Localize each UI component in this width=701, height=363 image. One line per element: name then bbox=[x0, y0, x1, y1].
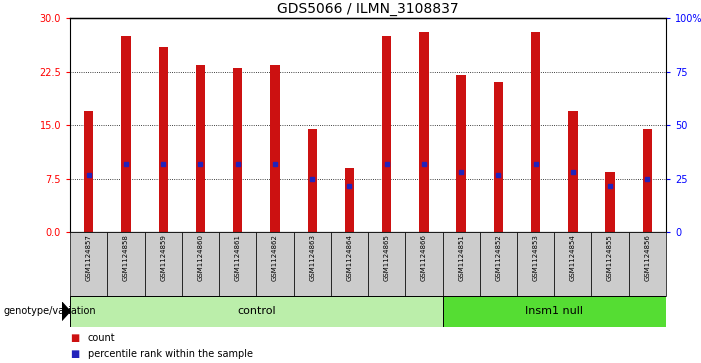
Bar bbox=[271, 65, 280, 232]
FancyBboxPatch shape bbox=[144, 232, 182, 296]
FancyBboxPatch shape bbox=[294, 232, 331, 296]
Bar bbox=[643, 129, 652, 232]
Text: genotype/variation: genotype/variation bbox=[4, 306, 96, 316]
Text: control: control bbox=[237, 306, 275, 316]
Bar bbox=[382, 36, 391, 232]
FancyBboxPatch shape bbox=[517, 232, 554, 296]
FancyBboxPatch shape bbox=[554, 232, 592, 296]
FancyBboxPatch shape bbox=[368, 232, 405, 296]
FancyBboxPatch shape bbox=[70, 232, 107, 296]
FancyBboxPatch shape bbox=[442, 232, 479, 296]
FancyBboxPatch shape bbox=[182, 232, 219, 296]
Text: percentile rank within the sample: percentile rank within the sample bbox=[88, 349, 252, 359]
Text: GSM1124863: GSM1124863 bbox=[309, 234, 315, 281]
Text: ■: ■ bbox=[70, 349, 79, 359]
FancyBboxPatch shape bbox=[405, 232, 442, 296]
Text: GSM1124865: GSM1124865 bbox=[383, 234, 390, 281]
Text: GSM1124861: GSM1124861 bbox=[235, 234, 240, 281]
Bar bbox=[606, 172, 615, 232]
Text: Insm1 null: Insm1 null bbox=[525, 306, 583, 316]
Bar bbox=[84, 111, 93, 232]
Text: GSM1124862: GSM1124862 bbox=[272, 234, 278, 281]
Text: GSM1124866: GSM1124866 bbox=[421, 234, 427, 281]
Text: GSM1124858: GSM1124858 bbox=[123, 234, 129, 281]
Text: GSM1124854: GSM1124854 bbox=[570, 234, 576, 281]
Bar bbox=[531, 32, 540, 232]
Bar bbox=[308, 129, 317, 232]
Text: count: count bbox=[88, 333, 115, 343]
Bar bbox=[419, 32, 428, 232]
FancyBboxPatch shape bbox=[219, 232, 257, 296]
Text: GSM1124853: GSM1124853 bbox=[533, 234, 538, 281]
Bar bbox=[345, 168, 354, 232]
FancyBboxPatch shape bbox=[70, 296, 442, 327]
Text: GSM1124852: GSM1124852 bbox=[496, 234, 501, 281]
Text: GSM1124864: GSM1124864 bbox=[346, 234, 353, 281]
Text: GSM1124851: GSM1124851 bbox=[458, 234, 464, 281]
Text: GSM1124860: GSM1124860 bbox=[198, 234, 203, 281]
Text: GSM1124859: GSM1124859 bbox=[161, 234, 166, 281]
Bar bbox=[569, 111, 578, 232]
FancyBboxPatch shape bbox=[479, 232, 517, 296]
Bar bbox=[121, 36, 130, 232]
Bar bbox=[456, 75, 465, 232]
Bar bbox=[494, 82, 503, 232]
Text: GSM1124855: GSM1124855 bbox=[607, 234, 613, 281]
FancyBboxPatch shape bbox=[629, 232, 666, 296]
Bar bbox=[196, 65, 205, 232]
Text: GSM1124856: GSM1124856 bbox=[644, 234, 651, 281]
FancyBboxPatch shape bbox=[442, 296, 666, 327]
Bar bbox=[233, 68, 243, 232]
FancyBboxPatch shape bbox=[592, 232, 629, 296]
Text: ■: ■ bbox=[70, 333, 79, 343]
Polygon shape bbox=[62, 302, 70, 321]
FancyBboxPatch shape bbox=[107, 232, 144, 296]
Text: GSM1124857: GSM1124857 bbox=[86, 234, 92, 281]
Bar bbox=[158, 47, 168, 232]
FancyBboxPatch shape bbox=[257, 232, 294, 296]
Title: GDS5066 / ILMN_3108837: GDS5066 / ILMN_3108837 bbox=[277, 2, 459, 16]
FancyBboxPatch shape bbox=[331, 232, 368, 296]
